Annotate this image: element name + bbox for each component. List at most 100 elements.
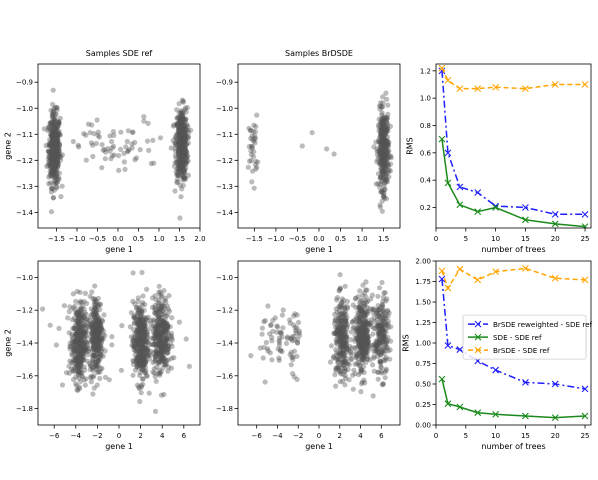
scatter-point: [87, 293, 93, 299]
scatter-point: [156, 305, 162, 311]
scatter-point: [380, 138, 386, 144]
scatter-point: [188, 127, 194, 133]
scatter-point: [50, 163, 56, 169]
y-tick-label: −1.2: [216, 157, 233, 165]
scatter-point: [70, 291, 76, 297]
scatter-point: [383, 366, 389, 372]
scatter-point: [67, 304, 73, 310]
scatter-point: [94, 351, 100, 358]
scatter-point: [52, 140, 58, 146]
scatter-point: [93, 366, 99, 372]
scatter-point: [380, 133, 386, 139]
scatter-point: [75, 328, 81, 334]
scatter-point: [178, 122, 184, 128]
scatter-point: [94, 350, 100, 356]
scatter-point: [185, 123, 191, 130]
scatter-point: [162, 311, 168, 317]
scatter-point: [181, 131, 187, 137]
scatter-point: [379, 135, 385, 141]
scatter-point: [338, 371, 344, 377]
scatter-point: [162, 326, 168, 332]
scatter-point: [96, 316, 102, 322]
scatter-point: [137, 332, 143, 338]
scatter-point: [178, 173, 184, 179]
scatter-point: [178, 164, 184, 170]
scatter-point: [0, 286, 2, 291]
scatter-point: [48, 132, 55, 138]
scatter-point: [163, 335, 169, 341]
scatter-point: [385, 348, 391, 354]
scatter-point: [144, 286, 150, 292]
scatter-point: [180, 149, 186, 156]
scatter-point: [96, 319, 102, 325]
scatter-point: [176, 160, 182, 166]
scatter-point: [141, 325, 147, 331]
scatter-point: [183, 116, 189, 122]
scatter-point: [137, 345, 143, 351]
y-tick-label: 0.50: [415, 381, 431, 389]
scatter-point: [359, 349, 365, 355]
scatter-point: [183, 109, 189, 115]
scatter-point: [362, 312, 368, 318]
scatter-point: [153, 332, 159, 338]
scatter-point: [294, 353, 300, 359]
scatter-point: [137, 359, 143, 365]
scatter-point: [141, 320, 148, 326]
series-point-marker: [456, 403, 464, 411]
scatter-point: [157, 309, 163, 315]
axes-frame: [37, 63, 201, 229]
scatter-point: [385, 128, 391, 134]
scatter-point: [47, 161, 53, 167]
scatter-point: [144, 338, 150, 344]
scatter-point: [74, 367, 80, 373]
scatter-point: [362, 313, 368, 319]
scatter-point: [139, 333, 145, 339]
scatter-point: [126, 147, 132, 153]
scatter-point: [382, 143, 388, 150]
scatter-point: [376, 333, 382, 339]
scatter-point: [347, 343, 353, 349]
scatter-point: [134, 328, 140, 334]
scatter-point: [162, 343, 168, 349]
scatter-point: [87, 339, 94, 345]
scatter-point: [380, 134, 386, 140]
scatter-point: [50, 129, 57, 136]
scatter-point: [340, 359, 346, 365]
scatter-point: [50, 142, 57, 148]
scatter-point: [133, 315, 139, 321]
scatter-point: [383, 354, 389, 361]
scatter-point: [250, 137, 256, 143]
scatter-point: [178, 148, 184, 154]
scatter-point: [365, 327, 371, 334]
scatter-point: [174, 123, 181, 129]
scatter-point: [79, 350, 85, 356]
scatter-point: [154, 329, 160, 335]
scatter-point: [165, 323, 171, 330]
scatter-point: [378, 338, 384, 344]
series-point-marker: [522, 264, 529, 272]
scatter-point: [179, 130, 185, 136]
scatter-point: [109, 153, 116, 159]
scatter-point: [385, 138, 391, 144]
scatter-point: [87, 345, 93, 351]
scatter-point: [119, 323, 125, 329]
scatter-point: [374, 323, 380, 329]
scatter-point: [93, 347, 100, 353]
scatter-point: [90, 326, 96, 332]
scatter-point: [142, 346, 148, 352]
scatter-point: [380, 104, 386, 110]
scatter-point: [180, 157, 186, 164]
scatter-point: [137, 335, 143, 342]
scatter-point: [177, 118, 183, 124]
series-point-marker: [456, 183, 464, 191]
scatter-point: [155, 314, 161, 320]
scatter-point: [160, 320, 166, 326]
scatter-point: [135, 327, 141, 333]
scatter-point: [74, 359, 80, 365]
scatter-point: [137, 369, 143, 375]
scatter-point: [51, 139, 58, 145]
scatter-point: [375, 349, 381, 355]
scatter-point: [76, 144, 82, 150]
scatter-point: [177, 117, 183, 123]
scatter-point: [50, 101, 56, 107]
